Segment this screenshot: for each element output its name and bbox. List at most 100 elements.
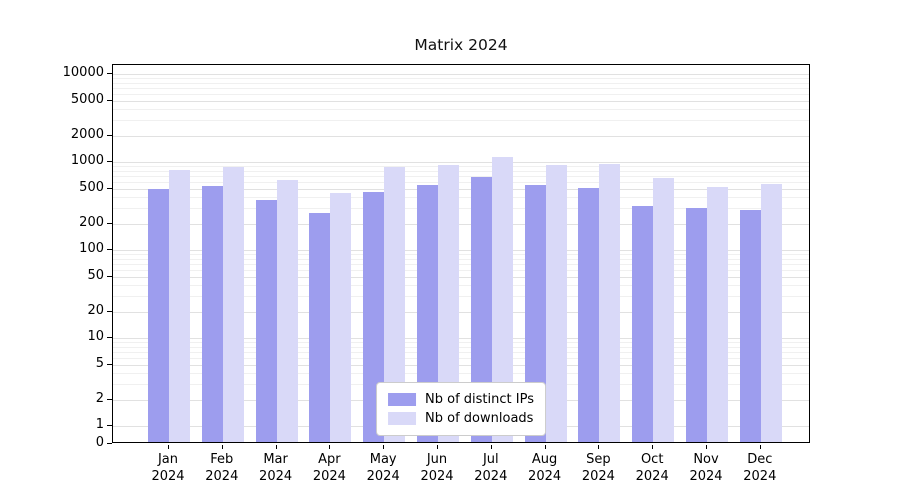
x-tick-label: Mar 2024: [246, 451, 306, 485]
x-tick-label-month: Nov: [693, 452, 719, 467]
bar-downloads: [707, 186, 728, 442]
x-tick-label: May 2024: [353, 451, 413, 485]
x-tick-label-year: 2024: [528, 469, 562, 484]
bar-downloads: [653, 177, 675, 442]
x-tick-mark: [437, 445, 438, 449]
x-tick-label: Jul 2024: [461, 451, 521, 485]
y-tick-label: 500: [79, 179, 104, 195]
x-tick-label: Jun 2024: [407, 451, 467, 485]
bar-downloads: [599, 164, 621, 442]
x-tick-label-month: Apr: [318, 452, 341, 467]
y-tick-mark: [107, 249, 112, 250]
x-tick-label-month: Mar: [263, 452, 288, 467]
gridline: [113, 263, 809, 265]
gridline: [113, 357, 809, 359]
x-tick-label: Jan 2024: [138, 451, 198, 485]
bar-distinct-ips: [632, 205, 654, 442]
gridline: [113, 93, 809, 95]
y-tick-mark: [107, 443, 112, 444]
x-tick-label-month: Aug: [531, 452, 558, 467]
legend-label-distinct-ips: Nb of distinct IPs: [425, 392, 534, 407]
x-tick-label: Nov 2024: [676, 451, 736, 485]
y-tick-label: 1: [95, 417, 104, 432]
legend-swatch-downloads: [388, 412, 417, 425]
bar-downloads: [491, 156, 513, 442]
x-tick-label: Aug 2024: [515, 451, 575, 485]
gridline: [113, 373, 809, 374]
x-tick-label-year: 2024: [635, 469, 669, 484]
gridline: [113, 74, 809, 75]
y-tick-mark: [107, 275, 112, 277]
gridline: [113, 188, 809, 190]
x-tick-mark: [275, 445, 277, 449]
y-tick-label: 50: [87, 267, 104, 283]
y-tick-mark: [107, 398, 112, 400]
y-tick-label: 0: [95, 435, 104, 450]
gridline: [113, 250, 809, 251]
x-tick-label: Feb 2024: [192, 451, 252, 485]
bar-distinct-ips: [524, 184, 546, 442]
y-tick-mark: [107, 337, 112, 338]
gridline: [113, 269, 809, 271]
y-tick-mark: [107, 310, 112, 312]
y-tick-label: 10: [87, 329, 104, 344]
gridline: [113, 135, 809, 137]
x-tick-label: Dec 2024: [730, 451, 790, 485]
x-tick-label: Apr 2024: [299, 451, 359, 485]
legend-item-distinct-ips: Nb of distinct IPs: [388, 390, 534, 409]
x-tick-label-month: Feb: [210, 452, 234, 467]
x-tick-label: Oct 2024: [622, 451, 682, 485]
gridline: [113, 162, 809, 163]
y-tick-label: 100: [79, 241, 104, 256]
gridline: [113, 170, 809, 172]
x-tick-label-year: 2024: [205, 469, 239, 484]
y-tick-label: 200: [79, 214, 104, 230]
bar-distinct-ips: [255, 200, 277, 442]
bar-downloads: [169, 169, 190, 442]
bar-distinct-ips: [148, 188, 169, 442]
y-tick-mark: [107, 222, 112, 224]
x-tick-mark: [598, 445, 600, 449]
x-tick-label-year: 2024: [151, 469, 185, 484]
x-tick-mark: [544, 445, 546, 449]
x-tick-label-month: Dec: [747, 452, 773, 467]
gridline: [113, 223, 809, 225]
x-tick-label-month: May: [369, 452, 397, 467]
y-tick-label: 2: [95, 390, 104, 406]
bar-downloads: [384, 167, 406, 442]
bar-distinct-ips: [201, 185, 223, 442]
gridline: [113, 338, 809, 339]
plot-area: Nb of distinct IPs Nb of downloads: [112, 64, 810, 443]
legend-label-downloads: Nb of downloads: [425, 411, 534, 426]
bar-downloads: [222, 166, 244, 442]
x-tick-label-year: 2024: [743, 469, 777, 484]
bar-distinct-ips: [417, 184, 438, 442]
x-tick-mark: [221, 445, 223, 449]
y-tick-label: 1000: [70, 153, 104, 168]
gridline: [113, 296, 809, 297]
y-tick-mark: [107, 161, 112, 162]
y-tick-mark: [107, 73, 112, 74]
y-tick-label: 5000: [70, 91, 104, 107]
bar-downloads: [545, 165, 567, 442]
x-tick-label-year: 2024: [366, 469, 400, 484]
x-tick-mark: [490, 445, 492, 449]
bar-downloads: [438, 164, 459, 442]
bar-distinct-ips: [739, 210, 761, 442]
x-tick-label: Sep 2024: [568, 451, 628, 485]
y-tick-label: 20: [87, 302, 104, 318]
y-tick-mark: [107, 187, 112, 189]
x-tick-mark: [706, 445, 707, 449]
bar-distinct-ips: [470, 176, 492, 442]
gridline: [113, 285, 809, 286]
x-tick-label-year: 2024: [689, 469, 723, 484]
bar-distinct-ips: [686, 208, 707, 442]
x-tick-label-month: Jun: [426, 452, 448, 467]
legend: Nb of distinct IPs Nb of downloads: [376, 382, 546, 436]
gridline: [113, 181, 809, 183]
x-tick-label-month: Sep: [586, 452, 611, 467]
x-tick-label-month: Jan: [157, 452, 179, 467]
y-tick-mark: [107, 363, 112, 365]
y-tick-label: 5: [95, 355, 104, 371]
